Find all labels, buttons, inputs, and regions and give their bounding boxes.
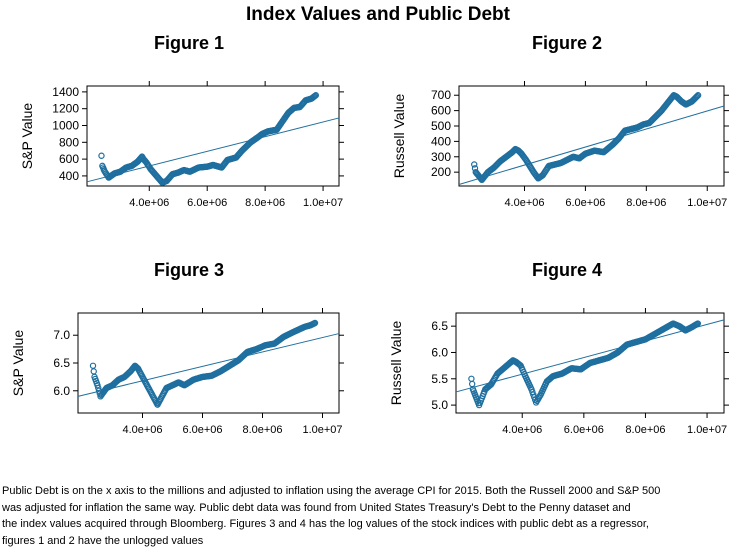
x-tick-label: 8.0e+06: [242, 424, 282, 436]
figure-3: 4.0e+06 6.0e+06 8.0e+06 1.0e+07 6.0 6.5 7.0 S&P…: [10, 308, 344, 436]
y-tick-label: 6.5: [431, 319, 448, 333]
x-tick-label: 4.0e+06: [502, 424, 542, 436]
fit-line: [455, 319, 725, 393]
y-tick-label: 6.5: [53, 356, 70, 370]
y-tick-label: 600: [59, 152, 79, 166]
y-tick-label: 7.0: [53, 328, 70, 342]
x-tick-label: 6.0e+06: [564, 424, 604, 436]
fit-line: [458, 105, 725, 185]
data-point: [89, 362, 97, 369]
x-tick-label: 4.0e+06: [122, 424, 162, 436]
x-tick-label: 4.0e+06: [129, 197, 169, 209]
caption-line: was adjusted for inflation the same way.…: [2, 501, 631, 514]
figure-4-title: Figure 4: [531, 260, 602, 280]
y-tick-label: 600: [431, 104, 451, 118]
x-tick-label: 6.0e+06: [182, 424, 222, 436]
x-tick-label: 8.0e+06: [625, 424, 665, 436]
charts-canvas: 4.0e+06 6.0e+06 8.0e+06 1.0e+07 400 600 800 100…: [10, 81, 729, 436]
y-tick-label: 1000: [52, 118, 79, 132]
x-tick-label: 8.0e+06: [626, 197, 666, 209]
y-tick-label: 400: [59, 169, 79, 183]
x-tick-label: 8.0e+06: [245, 197, 285, 209]
x-tick-label: 1.0e+07: [687, 424, 727, 436]
y-axis-label: Russell Value: [388, 321, 404, 406]
y-tick-label: 5.5: [431, 372, 448, 386]
data-point: [693, 93, 700, 101]
y-axis-label: Russell Value: [391, 94, 407, 179]
figure-2-title: Figure 2: [531, 33, 602, 53]
data-point: [98, 152, 105, 159]
x-tick-label: 6.0e+06: [187, 197, 227, 209]
data-point: [694, 92, 701, 100]
data-point: [90, 368, 97, 375]
plot-frame: [458, 85, 725, 187]
caption-line: figures 1 and 2 have the unlogged values: [2, 534, 204, 547]
caption-line: the index values acquired through Bloomb…: [2, 518, 649, 530]
data-point: [694, 320, 702, 327]
y-tick-label: 500: [431, 119, 451, 133]
y-tick-label: 300: [431, 150, 451, 164]
y-axis-label: S&P Value: [10, 330, 26, 397]
data-point: [95, 384, 102, 392]
plot-frame: [455, 312, 725, 414]
x-tick-label: 6.0e+06: [565, 197, 605, 209]
y-tick-label: 1400: [52, 85, 79, 99]
data-point: [471, 161, 478, 168]
figure-1: 4.0e+06 6.0e+06 8.0e+06 1.0e+07 400 600 800 100…: [19, 81, 344, 209]
fit-line: [77, 333, 340, 397]
x-tick-label: 1.0e+07: [687, 197, 727, 209]
figure-3-title: Figure 3: [153, 260, 224, 280]
x-tick-label: 4.0e+06: [504, 197, 544, 209]
data-point: [312, 92, 320, 99]
y-tick-label: 400: [431, 134, 451, 148]
y-axis-label: S&P Value: [19, 103, 35, 170]
data-point: [468, 380, 476, 388]
y-tick-label: 200: [431, 165, 451, 179]
caption-line: Public Debt is on the x axis to the mill…: [2, 485, 661, 497]
x-tick-label: 1.0e+07: [303, 197, 343, 209]
data-point: [694, 92, 702, 99]
y-tick-label: 6.0: [53, 384, 70, 398]
data-point: [468, 375, 475, 382]
plot-frame: [86, 85, 340, 187]
y-tick-label: 6.0: [431, 345, 448, 359]
fit-line: [86, 117, 340, 183]
y-tick-label: 800: [59, 135, 79, 149]
main-title: Index Values and Public Debt: [246, 4, 510, 25]
y-tick-label: 1200: [52, 102, 79, 116]
y-tick-label: 700: [431, 88, 451, 102]
caption: Public Debt is on the x axis to the mill…: [2, 483, 754, 549]
x-tick-label: 1.0e+07: [302, 424, 342, 436]
data-point: [311, 319, 319, 327]
data-point: [94, 382, 101, 389]
figure-1-title: Figure 1: [153, 33, 224, 53]
y-tick-label: 5.0: [431, 398, 448, 412]
figure-4: 4.0e+06 6.0e+06 8.0e+06 1.0e+07 5.0 5.5 6.0 6.5…: [388, 308, 729, 436]
